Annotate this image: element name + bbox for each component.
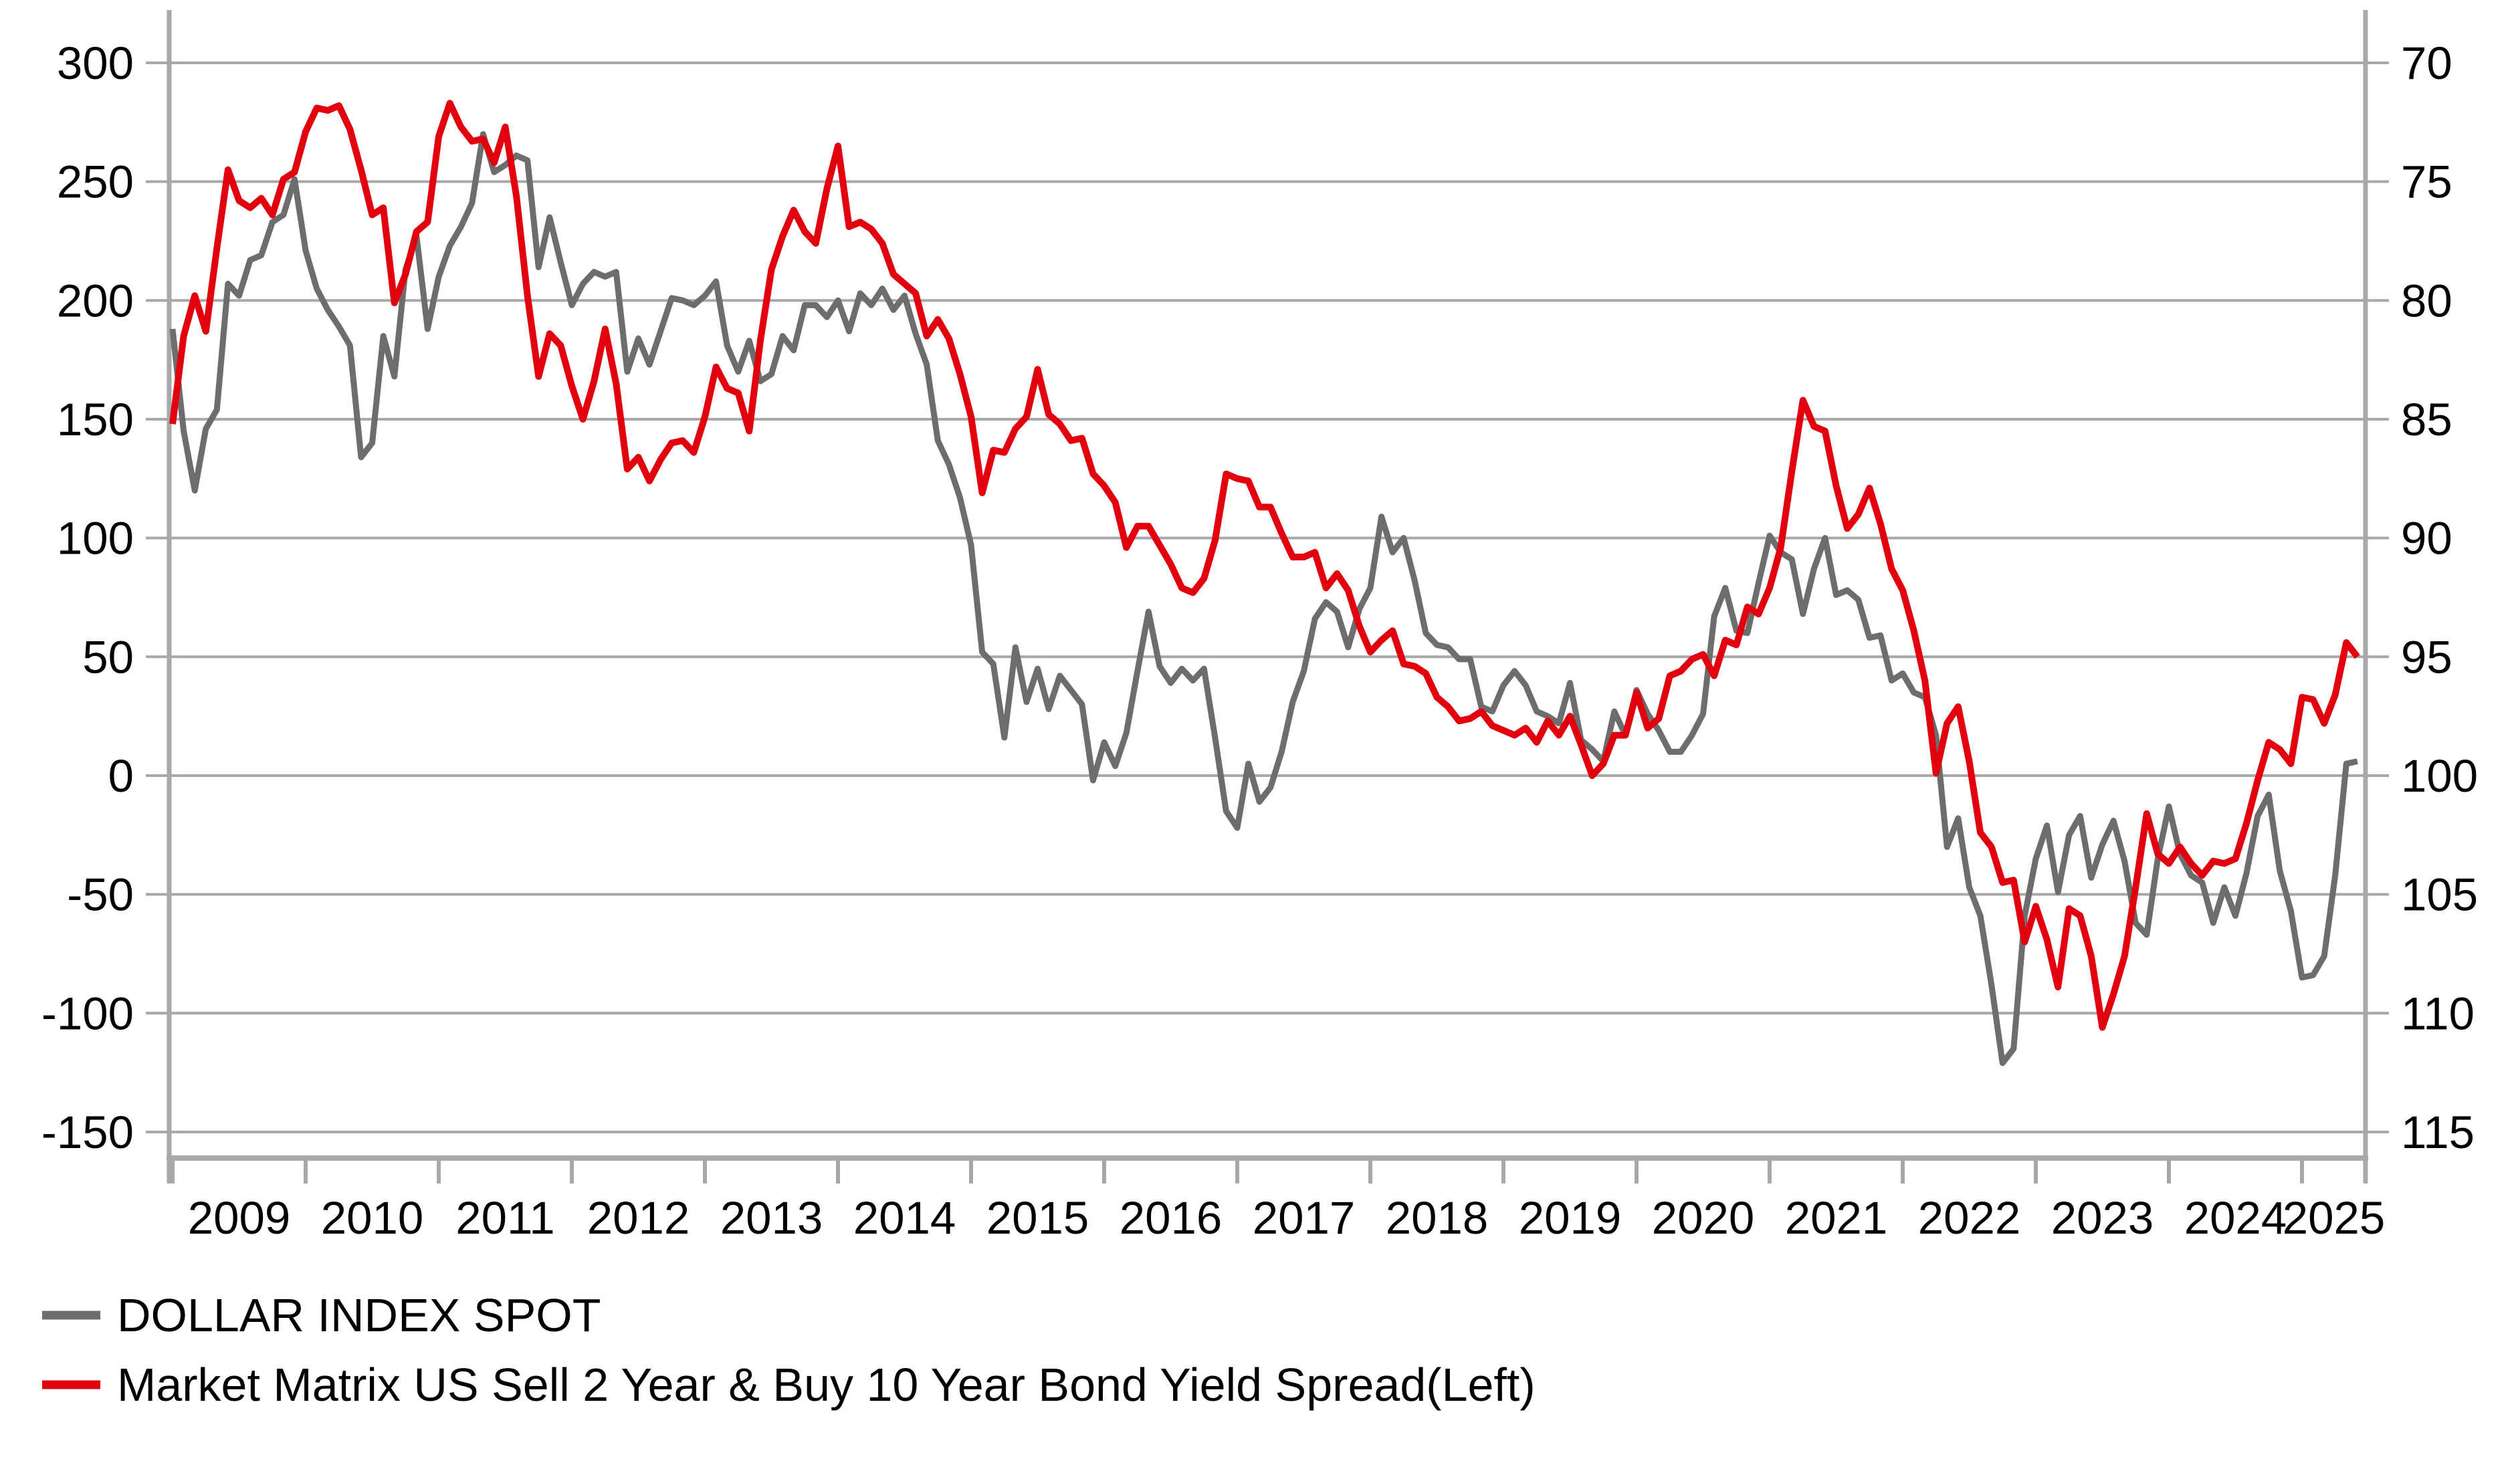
left-axis-label: 100 <box>57 513 134 564</box>
x-axis-label: 2020 <box>1652 1192 1755 1244</box>
x-axis-ticks <box>171 1158 2304 1183</box>
legend-item-dollar-index: DOLLAR INDEX SPOT <box>42 1289 601 1341</box>
x-axis-label: 2016 <box>1120 1192 1223 1244</box>
right-axis-label: 100 <box>2401 750 2478 802</box>
gridlines <box>146 62 2389 1133</box>
x-axis-label: 2021 <box>1785 1192 1888 1244</box>
right-axis-label: 85 <box>2401 394 2452 445</box>
x-axis-label: 2022 <box>1918 1192 2021 1244</box>
right-axis-label: 95 <box>2401 631 2452 683</box>
left-axis-labels: 300 250 200 150 100 50 0 -50 -100 -150 <box>41 37 134 1158</box>
left-axis-label: 0 <box>108 750 134 802</box>
x-axis-label: 2025 <box>2283 1192 2386 1244</box>
dollar-index-legend-label: DOLLAR INDEX SPOT <box>117 1289 601 1341</box>
left-axis-label: -100 <box>41 988 134 1039</box>
right-axis-label: 70 <box>2401 37 2452 89</box>
dollar-index-line <box>169 131 2358 1066</box>
x-axis-label: 2018 <box>1386 1192 1489 1244</box>
left-axis-label: -150 <box>41 1107 134 1158</box>
x-axis-label: 2014 <box>853 1192 956 1244</box>
right-axis-label: 75 <box>2401 156 2452 208</box>
right-axis-label: 110 <box>2401 988 2475 1039</box>
x-axis-label: 2010 <box>321 1192 424 1244</box>
right-axis-label: 80 <box>2401 275 2452 326</box>
left-axis-label: 50 <box>82 631 134 683</box>
left-axis-label: 150 <box>57 394 134 445</box>
plot-borders <box>167 10 2368 1183</box>
right-axis-label: 105 <box>2401 869 2478 921</box>
right-axis-label: 90 <box>2401 513 2452 564</box>
x-axis-label: 2015 <box>986 1192 1089 1244</box>
x-axis-label: 2011 <box>455 1192 554 1244</box>
data-series <box>169 100 2360 1066</box>
yield-spread-legend-label: Market Matrix US Sell 2 Year & Buy 10 Ye… <box>117 1359 1536 1411</box>
x-axis-label: 2019 <box>1519 1192 1622 1244</box>
x-axis-label: 2024 <box>2184 1192 2287 1244</box>
x-axis-label: 2017 <box>1253 1192 1356 1244</box>
yield-spread-line <box>169 100 2360 1031</box>
legend: DOLLAR INDEX SPOT Market Matrix US Sell … <box>42 1289 1536 1411</box>
x-axis-label: 2023 <box>2051 1192 2154 1244</box>
right-axis-label: 115 <box>2401 1107 2475 1158</box>
left-axis-label: 200 <box>57 275 134 326</box>
left-axis-label: -50 <box>67 869 134 921</box>
x-axis-label: 2009 <box>188 1192 291 1244</box>
left-axis-label: 300 <box>57 37 134 89</box>
x-axis-labels: 2009 2010 2011 2012 2013 2014 2015 2016 2017 2018… <box>188 1192 2386 1244</box>
legend-item-yield-spread: Market Matrix US Sell 2 Year & Buy 10 Ye… <box>42 1359 1536 1411</box>
x-axis-label: 2013 <box>720 1192 823 1244</box>
left-axis-label: 250 <box>57 156 134 208</box>
x-axis-label: 2012 <box>587 1192 690 1244</box>
right-axis-labels: 70 75 80 85 90 95 100 105 110 115 <box>2401 37 2478 1158</box>
